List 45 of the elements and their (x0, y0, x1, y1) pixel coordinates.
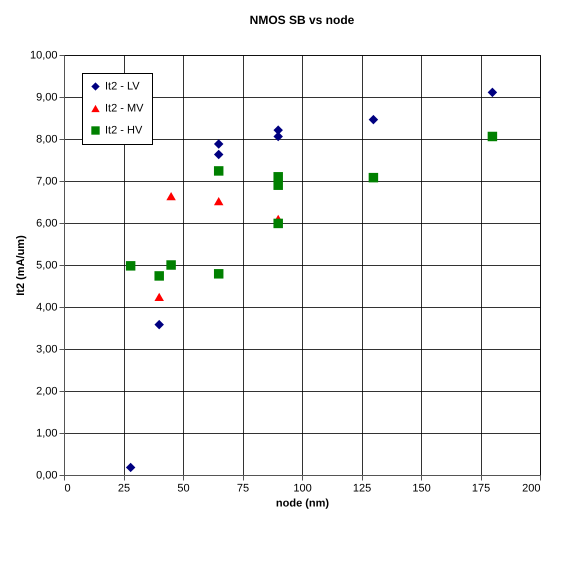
x-tick-label: 25 (118, 482, 130, 494)
point (368, 172, 378, 182)
point (214, 166, 224, 176)
y-tick-label: 5,00 (36, 260, 58, 272)
point (126, 462, 136, 472)
y-tick-label: 2,00 (36, 386, 58, 398)
point (126, 261, 136, 271)
point (154, 292, 164, 302)
x-tick-label: 175 (472, 482, 490, 494)
x-tick-label: 0 (64, 482, 71, 494)
point (154, 320, 164, 330)
point (488, 132, 498, 142)
x-tick-label: 100 (293, 482, 312, 494)
point (368, 114, 378, 124)
x-tick-label: 125 (352, 482, 372, 494)
x-tick-label: 50 (177, 482, 190, 494)
y-tick-label: 4,00 (36, 302, 58, 314)
y-tick-label: 10,00 (30, 50, 58, 62)
legend-label: It2 - LV (105, 80, 140, 92)
point (273, 132, 283, 142)
legend-label: It2 - HV (105, 124, 143, 136)
point (166, 260, 176, 270)
point (214, 139, 224, 149)
y-tick-label: 3,00 (36, 344, 58, 356)
y-tick-label: 1,00 (36, 428, 58, 440)
y-tick-label: 9,00 (36, 92, 58, 104)
x-axis-title: node (nm) (276, 498, 330, 510)
point (154, 271, 164, 281)
y-tick-label: 6,00 (36, 218, 58, 230)
y-tick-label: 0,00 (36, 470, 58, 482)
chart-title: NMOS SB vs node (250, 13, 355, 27)
point (488, 88, 498, 98)
y-axis-title: It2 (mA/um) (14, 234, 27, 296)
x-tick-label: 200 (522, 482, 540, 494)
legend-label: It2 - MV (105, 102, 144, 114)
y-tick-label: 8,00 (36, 134, 58, 146)
point (214, 197, 224, 206)
point (166, 192, 176, 200)
x-tick-label: 150 (412, 482, 431, 494)
point (273, 218, 283, 228)
point (214, 150, 224, 160)
y-tick-label: 7,00 (36, 176, 58, 188)
point (214, 269, 224, 279)
point (273, 180, 283, 190)
x-tick-label: 75 (236, 482, 250, 494)
